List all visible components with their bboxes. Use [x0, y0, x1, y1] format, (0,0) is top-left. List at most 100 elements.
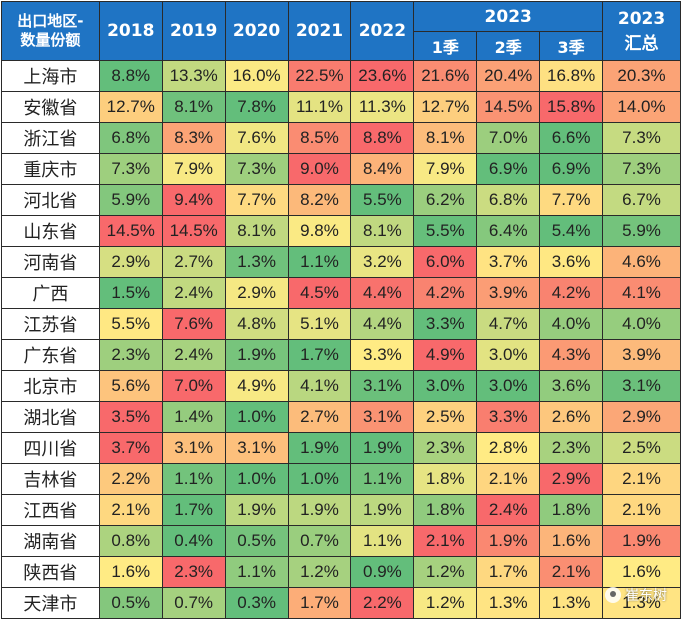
region-cell: 广西: [1, 277, 100, 309]
share-value-cell: 0.7%: [287, 525, 352, 557]
share-value-cell: 4.4%: [350, 308, 415, 340]
share-value-cell: 15.8%: [539, 91, 604, 123]
share-value-cell: 2.1%: [98, 494, 163, 526]
share-value-cell: 14.0%: [602, 91, 681, 123]
share-value-cell: 4.3%: [539, 339, 604, 371]
share-value-cell: 3.0%: [413, 370, 478, 402]
share-value-cell: 1.9%: [350, 494, 415, 526]
share-value-cell: 5.9%: [602, 215, 681, 247]
share-value-cell: 3.7%: [98, 432, 163, 464]
share-value-cell: 3.9%: [476, 277, 541, 309]
share-value-cell: 5.6%: [98, 370, 163, 402]
quarter-header-q1: 1季: [413, 31, 478, 61]
share-value-cell: 4.0%: [539, 308, 604, 340]
share-value-cell: 6.9%: [539, 153, 604, 185]
share-value-cell: 1.9%: [350, 432, 415, 464]
share-value-cell: 2.1%: [413, 525, 478, 557]
share-value-cell: 3.3%: [413, 308, 478, 340]
share-value-cell: 7.6%: [161, 308, 226, 340]
share-value-cell: 7.6%: [224, 122, 289, 154]
share-value-cell: 2.1%: [539, 556, 604, 588]
share-value-cell: 1.1%: [287, 246, 352, 278]
share-value-cell: 8.1%: [224, 215, 289, 247]
share-value-cell: 4.5%: [287, 277, 352, 309]
share-value-cell: 9.8%: [287, 215, 352, 247]
share-value-cell: 0.7%: [161, 587, 226, 619]
share-value-cell: 1.0%: [224, 463, 289, 495]
region-cell: 广东省: [1, 339, 100, 371]
region-header-line-1: 出口地区-: [17, 12, 84, 30]
share-value-cell: 1.2%: [287, 556, 352, 588]
share-value-cell: 16.8%: [539, 60, 604, 92]
share-value-cell: 7.3%: [602, 153, 681, 185]
share-value-cell: 4.2%: [539, 277, 604, 309]
share-value-cell: 2.7%: [287, 401, 352, 433]
year-header-2020: 2020: [224, 1, 289, 61]
share-value-cell: 2.2%: [350, 587, 415, 619]
share-value-cell: 0.5%: [224, 525, 289, 557]
share-value-cell: 3.1%: [224, 432, 289, 464]
region-column-header: 出口地区- 数量份额: [1, 1, 100, 61]
share-value-cell: 8.1%: [161, 91, 226, 123]
share-value-cell: 0.4%: [161, 525, 226, 557]
total-column-header: 2023 汇总: [602, 1, 681, 61]
share-value-cell: 2.9%: [539, 463, 604, 495]
share-value-cell: 2.4%: [161, 339, 226, 371]
table-row: 北京市 5.6% 7.0% 4.9% 4.1% 3.1% 3.0% 3.0% 3.6% 3.1%: [1, 370, 681, 402]
share-value-cell: 6.4%: [476, 215, 541, 247]
share-value-cell: 1.6%: [539, 525, 604, 557]
share-value-cell: 9.4%: [161, 184, 226, 216]
share-value-cell: 1.6%: [602, 556, 681, 588]
share-value-cell: 0.9%: [350, 556, 415, 588]
quarter-header-q2: 2季: [476, 31, 541, 61]
table-row: 陕西省 1.6% 2.3% 1.1% 1.2% 0.9% 1.2% 1.7% 2.1% 1.6%: [1, 556, 681, 588]
region-cell: 重庆市: [1, 153, 100, 185]
share-value-cell: 2.9%: [224, 277, 289, 309]
share-value-cell: 14.5%: [476, 91, 541, 123]
share-value-cell: 2.3%: [98, 339, 163, 371]
share-value-cell: 4.9%: [413, 339, 478, 371]
share-value-cell: 16.0%: [224, 60, 289, 92]
share-value-cell: 2.9%: [602, 401, 681, 433]
share-value-cell: 1.4%: [161, 401, 226, 433]
share-value-cell: 1.9%: [287, 494, 352, 526]
total-header-line-2: 汇总: [624, 33, 659, 54]
share-value-cell: 3.1%: [161, 432, 226, 464]
share-value-cell: 1.3%: [539, 587, 604, 619]
share-value-cell: 11.3%: [350, 91, 415, 123]
share-value-cell: 7.7%: [224, 184, 289, 216]
share-value-cell: 0.3%: [224, 587, 289, 619]
region-cell: 湖北省: [1, 401, 100, 433]
share-value-cell: 3.0%: [476, 339, 541, 371]
table-body: 上海市 8.8% 13.3% 16.0% 22.5% 23.6% 21.6% 20.4% 16.…: [1, 60, 681, 619]
share-value-cell: 7.0%: [476, 122, 541, 154]
share-value-cell: 1.8%: [413, 463, 478, 495]
share-value-cell: 3.0%: [476, 370, 541, 402]
share-value-cell: 22.5%: [287, 60, 352, 92]
region-cell: 山东省: [1, 215, 100, 247]
year-header-2022: 2022: [350, 1, 415, 61]
share-value-cell: 1.9%: [224, 339, 289, 371]
table-row: 吉林省 2.2% 1.1% 1.0% 1.0% 1.1% 1.8% 2.1% 2.9% 2.1%: [1, 463, 681, 495]
share-value-cell: 3.1%: [350, 370, 415, 402]
share-value-cell: 4.0%: [602, 308, 681, 340]
share-value-cell: 1.7%: [476, 556, 541, 588]
share-value-cell: 3.6%: [539, 246, 604, 278]
watermark-text: 崔东树: [625, 588, 667, 604]
share-value-cell: 7.3%: [98, 153, 163, 185]
share-value-cell: 5.5%: [98, 308, 163, 340]
share-value-cell: 2.3%: [161, 556, 226, 588]
share-value-cell: 14.5%: [98, 215, 163, 247]
share-value-cell: 8.1%: [350, 215, 415, 247]
share-value-cell: 3.3%: [476, 401, 541, 433]
table-row: 重庆市 7.3% 7.9% 7.3% 9.0% 8.4% 7.9% 6.9% 6.9% 7.3%: [1, 153, 681, 185]
share-value-cell: 6.8%: [476, 184, 541, 216]
share-value-cell: 5.9%: [98, 184, 163, 216]
share-value-cell: 1.6%: [98, 556, 163, 588]
region-cell: 河南省: [1, 246, 100, 278]
region-cell: 北京市: [1, 370, 100, 402]
share-value-cell: 2.4%: [476, 494, 541, 526]
watermark: 崔东树: [605, 585, 667, 605]
share-value-cell: 2.6%: [539, 401, 604, 433]
wechat-icon: [605, 587, 621, 603]
